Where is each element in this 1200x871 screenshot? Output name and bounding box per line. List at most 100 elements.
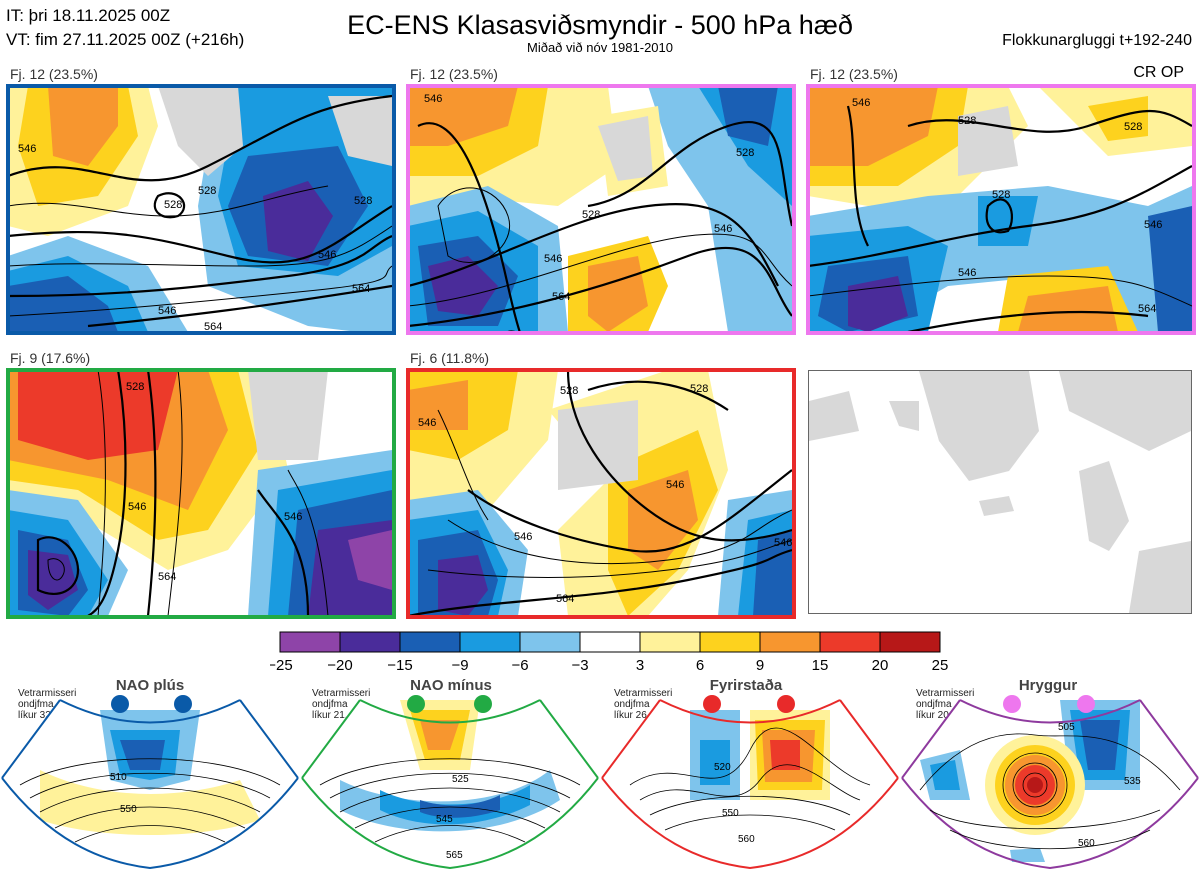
regime-4-note: Vetrarmisseri ondjfma líkur 20,2% <box>916 688 974 721</box>
colorbar-cell <box>579 631 641 653</box>
colorbar-tick-label: 20 <box>872 657 889 674</box>
contour-label: 546 <box>958 267 976 279</box>
contour-label: 546 <box>514 531 532 543</box>
contour-label: 564 <box>352 283 370 295</box>
contour-label: 560 <box>738 834 755 845</box>
contour-label: 546 <box>424 93 442 105</box>
regime-note-line: ondjfma <box>312 699 348 710</box>
contour-label: 546 <box>666 479 684 491</box>
contour-label: 546 <box>774 537 792 549</box>
regime-map-4: 505 535 560 <box>900 695 1200 870</box>
colorbar-cell <box>879 631 941 653</box>
classification-window: Flokkunargluggi t+192-240 <box>1002 32 1192 49</box>
contour-label: 520 <box>714 762 731 773</box>
contour-label: 546 <box>1144 219 1162 231</box>
colorbar-cell <box>639 631 701 653</box>
colorbar-tick-label: −3 <box>571 657 588 674</box>
colorbar-tick-label: −15 <box>387 657 412 674</box>
regime-note-line: ondjfma <box>916 699 952 710</box>
cluster-map-2-frame <box>406 84 796 335</box>
panel-1-label: Fj. 12 (23.5%) <box>10 66 98 82</box>
contour-label: 560 <box>1078 838 1095 849</box>
contour-label: 564 <box>204 321 222 332</box>
colorbar-cell <box>279 631 341 653</box>
contour-label: 528 <box>164 199 182 211</box>
colorbar-tick-label: 15 <box>812 657 829 674</box>
cluster-map-1: 546 528 528 528 546 564 546 564 <box>8 86 392 332</box>
regime-map-1: 510 550 <box>0 695 300 870</box>
colorbar-cell <box>819 631 881 653</box>
page-title: EC-ENS Klasasviðsmyndir - 500 hPa hæð <box>347 10 853 40</box>
contour-label: 528 <box>1124 121 1142 133</box>
contour-label: 528 <box>736 147 754 159</box>
cluster-map-5-frame <box>406 368 796 619</box>
regime-3-title: Fyrirstaða <box>709 677 783 694</box>
contour-label: 528 <box>560 385 578 397</box>
contour-label: 546 <box>158 305 176 317</box>
regime-map-3: 520 550 560 <box>600 695 900 870</box>
panel-4-label: Fj. 9 (17.6%) <box>10 350 91 366</box>
op-label: CR OP <box>1133 64 1184 81</box>
contour-label: 546 <box>128 501 146 513</box>
regime-note-line: líkur 32,3% <box>18 710 69 721</box>
colorbar-cell <box>699 631 761 653</box>
issue-time: IT: þri 18.11.2025 00Z <box>6 6 171 25</box>
colorbar-tick-label: 3 <box>636 657 644 674</box>
cluster-map-4-frame <box>6 368 396 619</box>
contour-label: 525 <box>452 774 469 785</box>
contour-label: 528 <box>198 185 216 197</box>
contour-label: 546 <box>544 253 562 265</box>
regime-map-2: 525 545 565 <box>300 695 600 870</box>
regime-note-line: Vetrarmisseri <box>312 688 371 699</box>
colorbar-tick-label: −20 <box>327 657 352 674</box>
regime-note-line: ondjfma <box>18 699 54 710</box>
colorbar-cell <box>459 631 521 653</box>
regime-1-note: Vetrarmisseri ondjfma líkur 32,3% <box>18 688 76 721</box>
regime-note-line: líkur 21,4% <box>312 710 363 721</box>
contour-label: 546 <box>418 417 436 429</box>
contour-label: 528 <box>958 115 976 127</box>
colorbar-cell <box>759 631 821 653</box>
contour-label: 564 <box>552 291 570 303</box>
regime-note-line: líkur 20,2% <box>916 710 967 721</box>
contour-label: 564 <box>158 571 176 583</box>
contour-label: 546 <box>852 97 870 109</box>
empty-basemap <box>808 370 1192 614</box>
page-subtitle: Miðað við nóv 1981-2010 <box>527 40 673 55</box>
regime-1-title: NAO plús <box>115 677 185 694</box>
regime-3-note: Vetrarmisseri ondjfma líkur 26,1% <box>614 688 672 721</box>
contour-label: 550 <box>120 804 137 815</box>
colorbar-tick-label: −9 <box>451 657 468 674</box>
contour-label: 528 <box>690 383 708 395</box>
contour-label: 546 <box>18 143 36 155</box>
contour-label: 564 <box>556 593 574 605</box>
regime-note-line: líkur 26,1% <box>614 710 665 721</box>
contour-label: 528 <box>992 189 1010 201</box>
contour-label: 528 <box>582 209 600 221</box>
cluster-map-3-frame <box>806 84 1196 335</box>
cluster-map-4: 528 546 564 546 <box>8 370 392 616</box>
cluster-map-3: 546 528 528 528 546 546 564 <box>808 86 1192 332</box>
colorbar-tick-label: −25 <box>270 657 293 674</box>
regime-2-note: Vetrarmisseri ondjfma líkur 21,4% <box>312 688 370 721</box>
contour-label: 535 <box>1124 776 1141 787</box>
contour-label: 546 <box>318 249 336 261</box>
colorbar-tick-label: 25 <box>932 657 949 674</box>
cluster-map-2: 546 528 528 546 564 546 <box>408 86 792 332</box>
colorbar-cell <box>399 631 461 653</box>
regime-4-title: Hryggur <box>1018 677 1078 694</box>
contour-label: 550 <box>722 808 739 819</box>
regime-note-line: Vetrarmisseri <box>916 688 975 699</box>
valid-time: VT: fim 27.11.2025 00Z (+216h) <box>6 30 245 49</box>
regime-2-title: NAO mínus <box>410 677 492 694</box>
contour-label: 510 <box>110 772 127 783</box>
colorbar-tick-label: 6 <box>696 657 704 674</box>
regime-note-line: Vetrarmisseri <box>18 688 77 699</box>
contour-label: 546 <box>284 511 302 523</box>
colorbar-cell <box>519 631 581 653</box>
colorbar-tick-label: −6 <box>511 657 528 674</box>
contour-label: 528 <box>126 381 144 393</box>
panel-3-label: Fj. 12 (23.5%) <box>810 66 898 82</box>
regime-note-line: ondjfma <box>614 699 650 710</box>
cluster-map-5: 546 528 528 546 546 564 546 <box>408 370 792 616</box>
